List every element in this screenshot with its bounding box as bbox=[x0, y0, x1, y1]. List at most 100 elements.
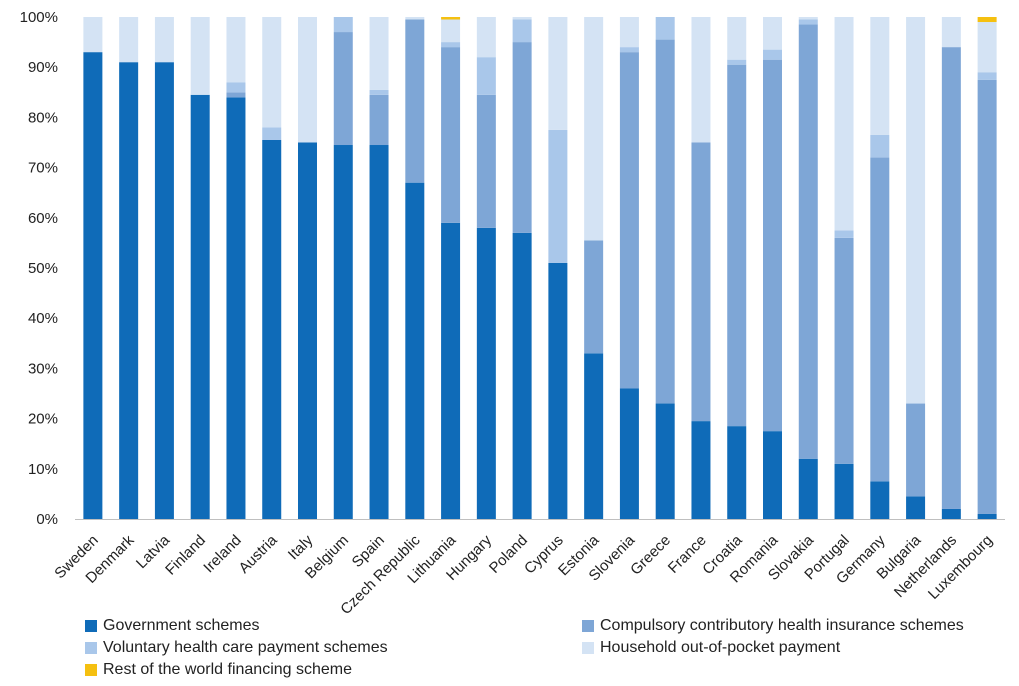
bar-segment bbox=[369, 145, 389, 519]
bar-segment bbox=[262, 139, 282, 520]
x-tick-label: Austria bbox=[236, 531, 281, 576]
bar-segment bbox=[154, 62, 174, 520]
bar-segment bbox=[548, 262, 568, 519]
y-tick-label: 70% bbox=[28, 160, 58, 177]
bar-segment bbox=[369, 89, 389, 95]
bar-segment bbox=[763, 49, 782, 60]
bar-segment bbox=[441, 47, 461, 223]
bar-segment bbox=[298, 142, 317, 519]
x-tick-label: Ireland bbox=[200, 532, 244, 576]
bar-segment bbox=[405, 182, 425, 519]
bar-segment bbox=[405, 19, 425, 183]
bar-segment bbox=[906, 17, 926, 404]
bar-segment bbox=[441, 17, 461, 20]
bar-segment bbox=[798, 17, 818, 20]
x-tick-label: Italy bbox=[285, 531, 317, 563]
bar-segment bbox=[870, 134, 890, 158]
bar-segment bbox=[441, 19, 461, 43]
bar-segment bbox=[441, 42, 461, 48]
bar-segment bbox=[834, 230, 854, 238]
x-axis: SwedenDenmarkLatviaFinlandIrelandAustria… bbox=[51, 531, 996, 618]
bar-segment bbox=[834, 237, 854, 464]
x-tick-label: Greece bbox=[627, 532, 674, 579]
bar-segment bbox=[512, 19, 532, 43]
bar-segment bbox=[763, 431, 782, 519]
y-axis: 0% 10% 20% 30% 40% 50% 60% 70% 80% 90% 100% bbox=[20, 9, 58, 528]
bar-segment bbox=[369, 17, 389, 90]
bar-segment bbox=[619, 47, 639, 53]
bar-segment bbox=[691, 421, 711, 519]
bar-segment bbox=[83, 52, 103, 519]
bar-segment bbox=[369, 94, 389, 146]
bar-segment bbox=[83, 17, 103, 53]
bar-segment bbox=[727, 426, 747, 519]
bar-segment bbox=[548, 17, 568, 130]
bar-segment bbox=[655, 17, 675, 40]
y-tick-label: 20% bbox=[28, 411, 58, 428]
bar-segment bbox=[906, 403, 926, 497]
y-tick-label: 60% bbox=[28, 210, 58, 227]
bars-layer bbox=[83, 17, 997, 520]
bar-segment bbox=[512, 17, 532, 20]
bar-segment bbox=[691, 142, 711, 422]
bar-segment bbox=[119, 17, 139, 63]
bar-segment bbox=[906, 496, 926, 519]
bar-segment bbox=[226, 82, 246, 93]
bar-segment bbox=[619, 52, 639, 389]
bar-segment bbox=[977, 72, 997, 80]
y-tick-label: 40% bbox=[28, 310, 58, 327]
bar-segment bbox=[977, 17, 997, 23]
bar-segment bbox=[584, 240, 604, 354]
bar-segment bbox=[512, 42, 532, 233]
bar-segment bbox=[333, 17, 353, 33]
bar-segment bbox=[298, 17, 317, 143]
bar-segment bbox=[941, 47, 961, 509]
x-tick-label: Finland bbox=[162, 532, 209, 579]
bar-segment bbox=[476, 57, 496, 95]
bar-segment bbox=[763, 17, 782, 50]
bar-segment bbox=[226, 92, 246, 98]
bar-segment bbox=[619, 17, 639, 48]
bar-segment bbox=[870, 481, 890, 519]
y-tick-label: 30% bbox=[28, 360, 58, 377]
y-tick-label: 80% bbox=[28, 109, 58, 126]
bar-segment bbox=[441, 222, 461, 519]
bar-segment bbox=[941, 17, 961, 48]
bar-segment bbox=[584, 353, 604, 519]
bar-segment bbox=[870, 17, 890, 135]
y-tick-label: 50% bbox=[28, 260, 58, 277]
bar-segment bbox=[834, 463, 854, 519]
y-tick-label: 100% bbox=[20, 9, 58, 26]
bar-segment bbox=[476, 94, 496, 228]
bar-segment bbox=[798, 458, 818, 519]
bar-segment bbox=[727, 64, 747, 427]
bar-segment bbox=[763, 59, 782, 432]
x-tick-label: Poland bbox=[486, 532, 531, 577]
bar-segment bbox=[226, 17, 246, 83]
bar-segment bbox=[584, 17, 604, 241]
bar-segment bbox=[941, 508, 961, 519]
bar-segment bbox=[154, 17, 174, 63]
bar-segment bbox=[476, 227, 496, 519]
bar-segment bbox=[190, 94, 210, 519]
bar-segment bbox=[870, 157, 890, 482]
bar-segment bbox=[262, 17, 282, 128]
bar-segment bbox=[691, 17, 711, 143]
bar-segment bbox=[405, 17, 425, 20]
bar-segment bbox=[476, 17, 496, 58]
bar-segment bbox=[977, 513, 997, 519]
bar-segment bbox=[655, 403, 675, 519]
bar-segment bbox=[226, 97, 246, 519]
bar-segment bbox=[619, 388, 639, 519]
bar-segment bbox=[512, 232, 532, 520]
bar-segment bbox=[798, 19, 818, 25]
bar-segment bbox=[977, 79, 997, 514]
bar-segment bbox=[190, 17, 210, 95]
y-tick-label: 10% bbox=[28, 461, 58, 478]
bar-segment bbox=[548, 129, 568, 263]
bar-segment bbox=[798, 24, 818, 459]
bar-segment bbox=[333, 145, 353, 519]
y-tick-label: 0% bbox=[36, 511, 58, 528]
bar-segment bbox=[727, 17, 747, 60]
